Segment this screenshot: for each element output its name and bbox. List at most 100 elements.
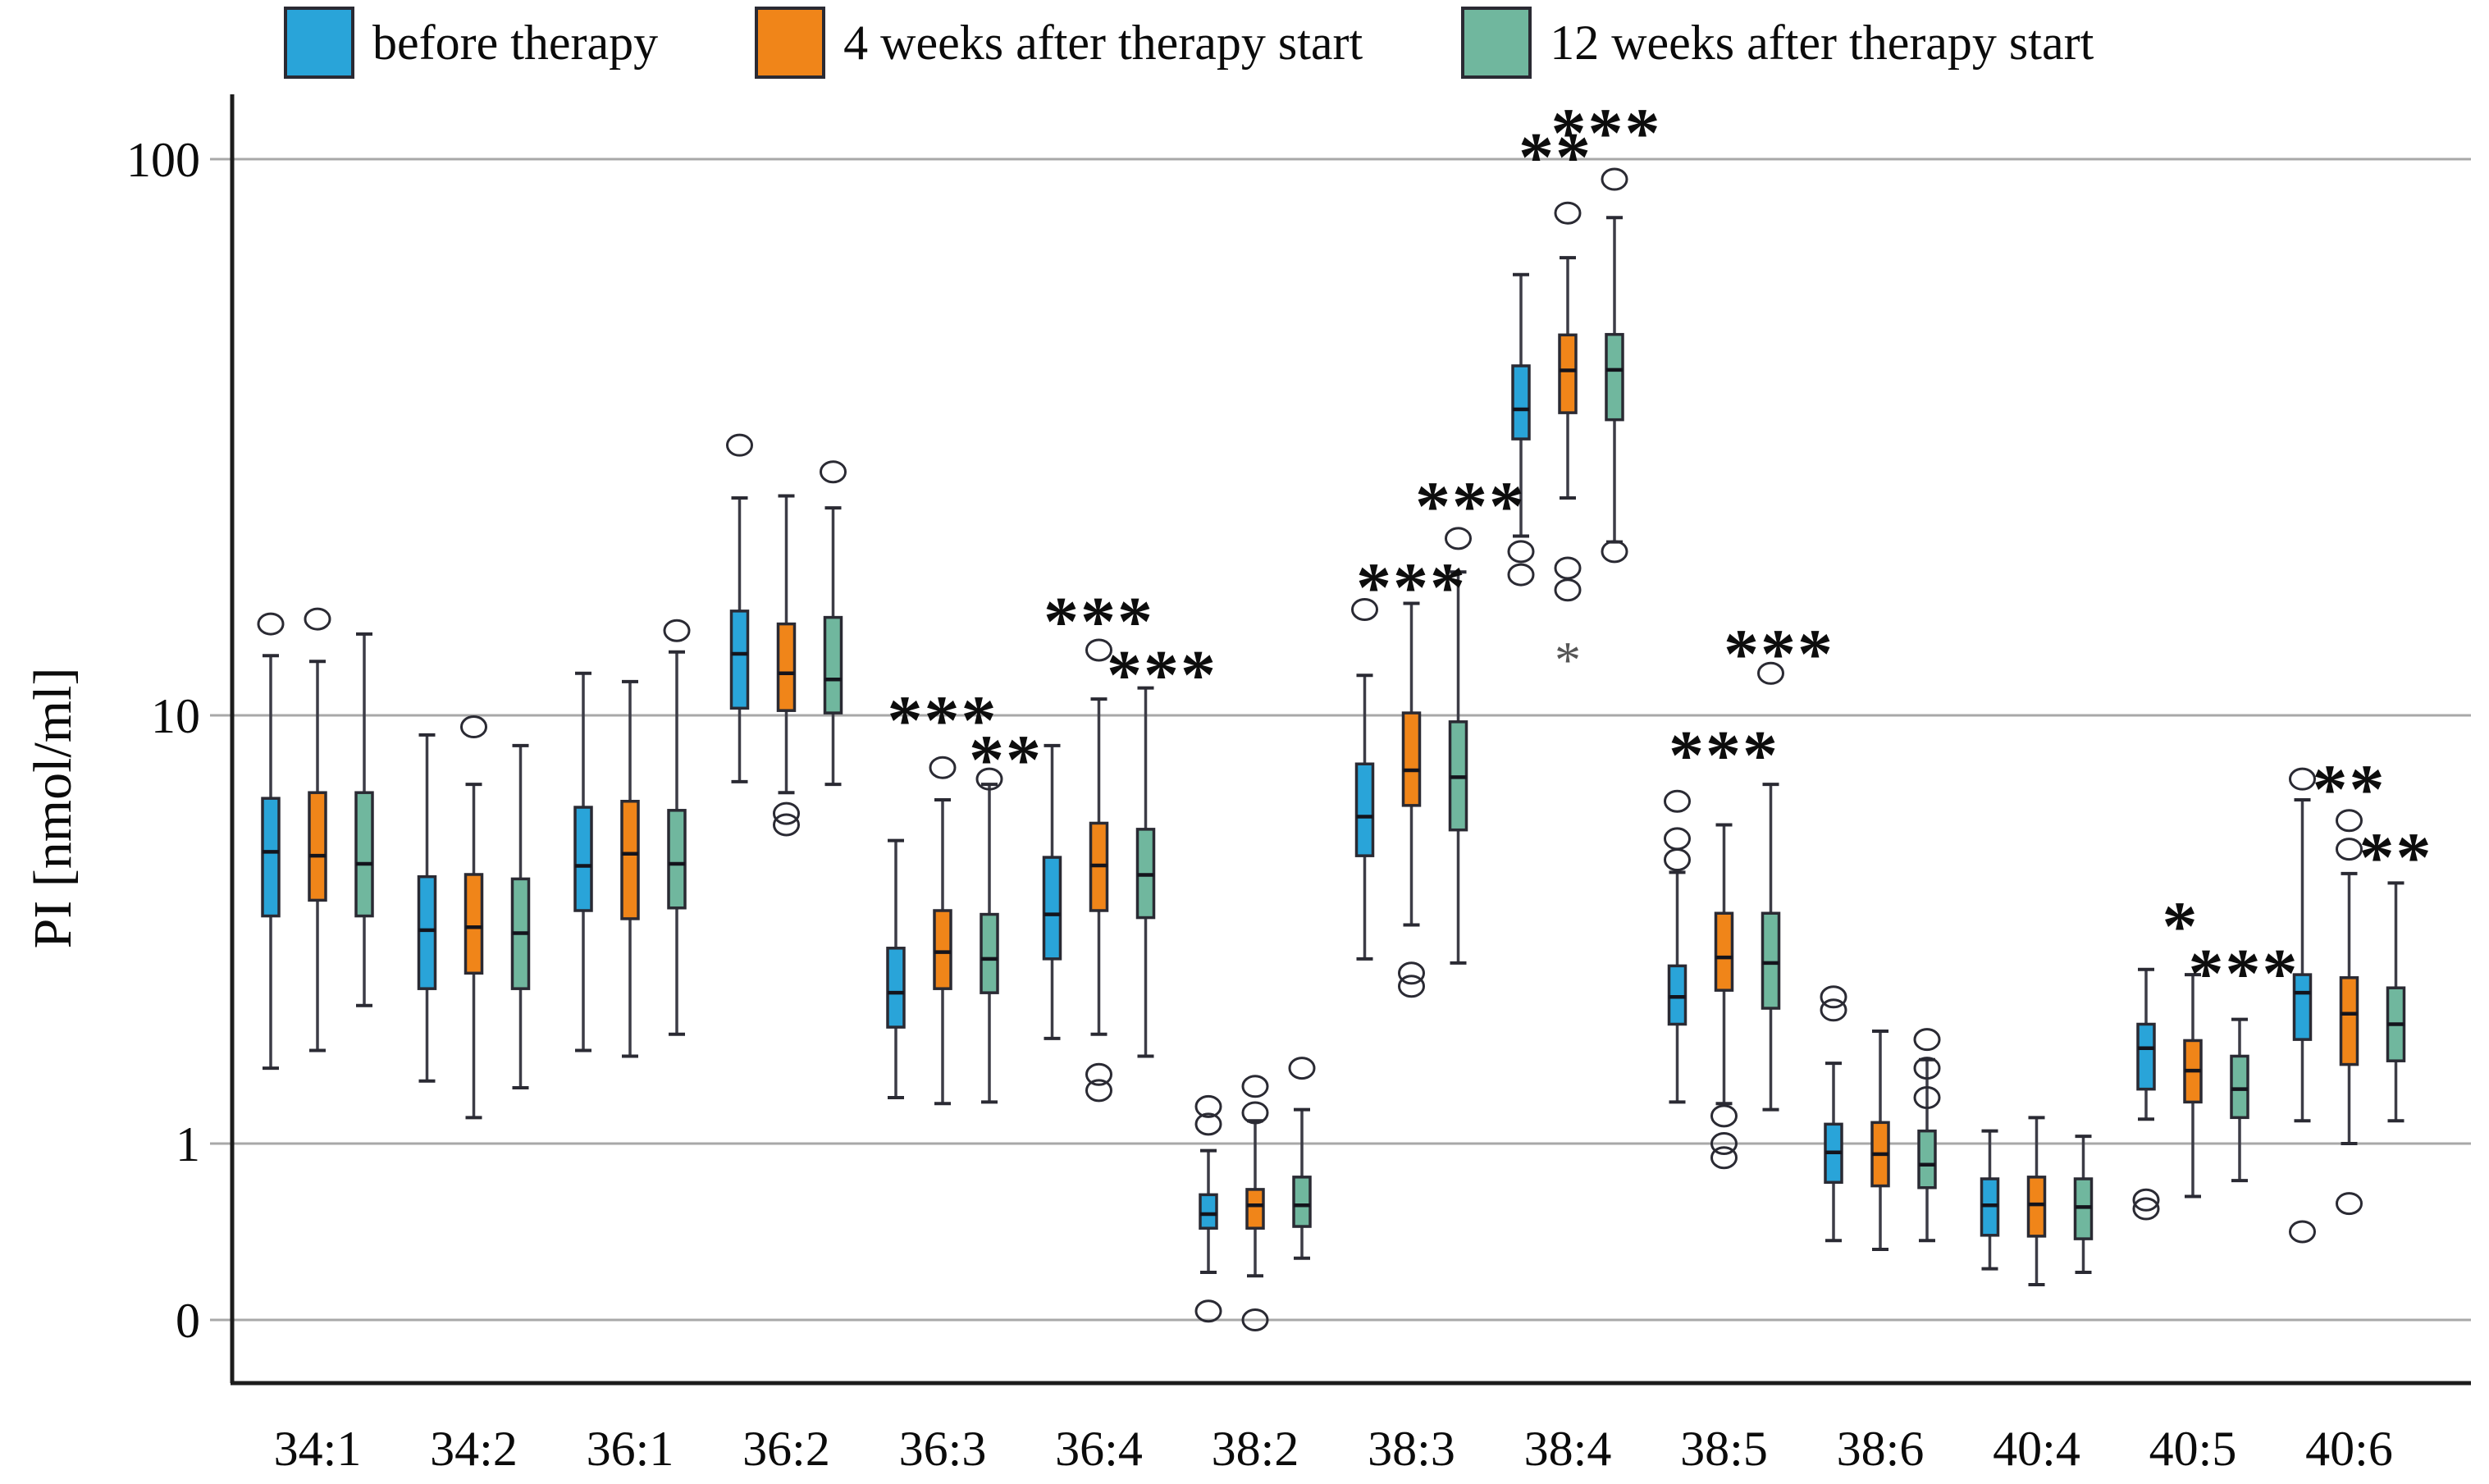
significance-36:4: *** bbox=[1044, 582, 1154, 661]
outlier-circle bbox=[929, 756, 957, 779]
outlier-circle bbox=[820, 460, 847, 484]
iqr-box bbox=[573, 806, 593, 912]
x-tick-label-36:3: 36:3 bbox=[899, 1422, 987, 1476]
box-36:4-before bbox=[1042, 743, 1062, 1040]
x-tick-label-38:2: 38:2 bbox=[1212, 1422, 1299, 1476]
x-tick-label-40:4: 40:4 bbox=[1993, 1422, 2080, 1476]
box-34:2-4 bbox=[464, 783, 484, 1120]
x-tick-label-36:1: 36:1 bbox=[587, 1422, 674, 1476]
iqr-box bbox=[2339, 976, 2359, 1066]
boxes bbox=[261, 216, 2406, 1286]
x-tick-label-34:2: 34:2 bbox=[430, 1422, 518, 1476]
box-34:1-4 bbox=[308, 660, 327, 1052]
iqr-box bbox=[667, 809, 687, 910]
outlier-circle bbox=[1601, 540, 1628, 564]
outlier-circle bbox=[1194, 1094, 1222, 1118]
box-38:5-before bbox=[1667, 870, 1687, 1104]
outlier-circle bbox=[1710, 1146, 1738, 1170]
y-tick-label-100: 100 bbox=[126, 133, 200, 187]
box-38:4-12 bbox=[1605, 216, 1624, 544]
iqr-box bbox=[729, 610, 750, 710]
iqr-box bbox=[2136, 1022, 2156, 1091]
x-tick-label-36:2: 36:2 bbox=[742, 1422, 830, 1476]
box-38:3-before bbox=[1354, 674, 1375, 961]
box-36:3-4 bbox=[933, 797, 952, 1106]
y-axis-title: PI [nmol/ml] bbox=[23, 668, 83, 949]
x-tick-label-36:4: 36:4 bbox=[1055, 1422, 1143, 1476]
box-40:6-4 bbox=[2339, 871, 2359, 1145]
outlier-circle bbox=[773, 801, 800, 825]
outlier-circle bbox=[773, 813, 800, 837]
significance-38:4: *** bbox=[1551, 94, 1662, 172]
box-38:5-12 bbox=[1761, 783, 1781, 1112]
gridlines bbox=[210, 158, 2471, 1322]
outlier-circle bbox=[2289, 767, 2316, 791]
legend-item-before: before therapy bbox=[284, 7, 658, 79]
outlier-circle bbox=[1820, 985, 1847, 1009]
outlier-circle bbox=[257, 612, 285, 636]
iqr-box bbox=[1292, 1176, 1312, 1228]
box-36:3-before bbox=[886, 838, 906, 1100]
significance-40:5: *** bbox=[2189, 934, 2299, 1012]
outlier-circle bbox=[1664, 789, 1691, 813]
y-tick-label-10: 10 bbox=[151, 689, 200, 743]
outlier-circle bbox=[2132, 1188, 2160, 1212]
outlier-circle bbox=[460, 715, 487, 739]
iqr-box bbox=[1558, 333, 1578, 414]
outlier-circle bbox=[663, 619, 691, 642]
outlier-circle bbox=[1601, 167, 1628, 191]
box-36:4-4 bbox=[1089, 697, 1109, 1036]
box-40:6-12 bbox=[2386, 881, 2406, 1123]
iqr-box bbox=[308, 791, 327, 902]
legend-label-before: before therapy bbox=[372, 15, 659, 70]
outlier-circle bbox=[1554, 578, 1582, 602]
box-38:6-before bbox=[1824, 1062, 1843, 1243]
outlier-circle bbox=[1913, 1028, 1941, 1052]
iqr-box bbox=[417, 874, 437, 990]
iqr-box bbox=[1667, 964, 1687, 1026]
outlier-circle bbox=[1554, 556, 1582, 580]
significance-38:3: *** bbox=[1415, 467, 1526, 546]
outlier-circle bbox=[726, 433, 753, 457]
significance-40:6: ** bbox=[2313, 750, 2386, 829]
box-36:4-12 bbox=[1135, 686, 1156, 1058]
significance-36:4: *** bbox=[1107, 635, 1217, 714]
box-40:4-12 bbox=[2073, 1135, 2094, 1274]
iqr-box bbox=[1761, 911, 1781, 1010]
significance-36:3: ** bbox=[969, 720, 1043, 799]
outlier-circle bbox=[2336, 809, 2363, 833]
iqr-box bbox=[464, 873, 484, 975]
outlier-circle bbox=[304, 607, 331, 631]
outlier-circle bbox=[1507, 563, 1535, 587]
outlier-circle bbox=[1913, 1057, 1941, 1080]
box-40:5-before bbox=[2136, 967, 2156, 1121]
legend-item-week4: 4 weeks after therapy start bbox=[755, 7, 1363, 79]
significance-markers: ************************************ bbox=[888, 94, 2432, 1013]
legend-swatch-week12 bbox=[1461, 7, 1532, 79]
outlier-circle bbox=[1241, 1075, 1269, 1098]
iqr-box bbox=[1042, 856, 1062, 961]
outlier-circle bbox=[1085, 1062, 1112, 1086]
iqr-box bbox=[1714, 911, 1734, 992]
iqr-box bbox=[1917, 1129, 1937, 1189]
box-36:2-before bbox=[729, 495, 750, 783]
x-tick-label-38:6: 38:6 bbox=[1837, 1422, 1925, 1476]
iqr-box bbox=[886, 947, 906, 1029]
box-38:3-4 bbox=[1401, 601, 1422, 927]
box-36:2-4 bbox=[776, 494, 797, 795]
iqr-box bbox=[823, 615, 843, 715]
outlier-circle bbox=[1085, 638, 1112, 662]
significance-38:4: ** bbox=[1519, 117, 1592, 196]
box-36:1-4 bbox=[620, 679, 640, 1058]
outlier-circle bbox=[1913, 1086, 1941, 1110]
x-tick-label-38:4: 38:4 bbox=[1524, 1422, 1612, 1476]
box-34:1-12 bbox=[354, 632, 374, 1007]
box-38:3-12 bbox=[1448, 570, 1468, 965]
significance-38:3: *** bbox=[1356, 548, 1467, 627]
legend-swatch-before bbox=[284, 7, 354, 79]
x-tick-label-40:5: 40:5 bbox=[2149, 1422, 2237, 1476]
x-tick-label-34:1: 34:1 bbox=[274, 1422, 362, 1476]
